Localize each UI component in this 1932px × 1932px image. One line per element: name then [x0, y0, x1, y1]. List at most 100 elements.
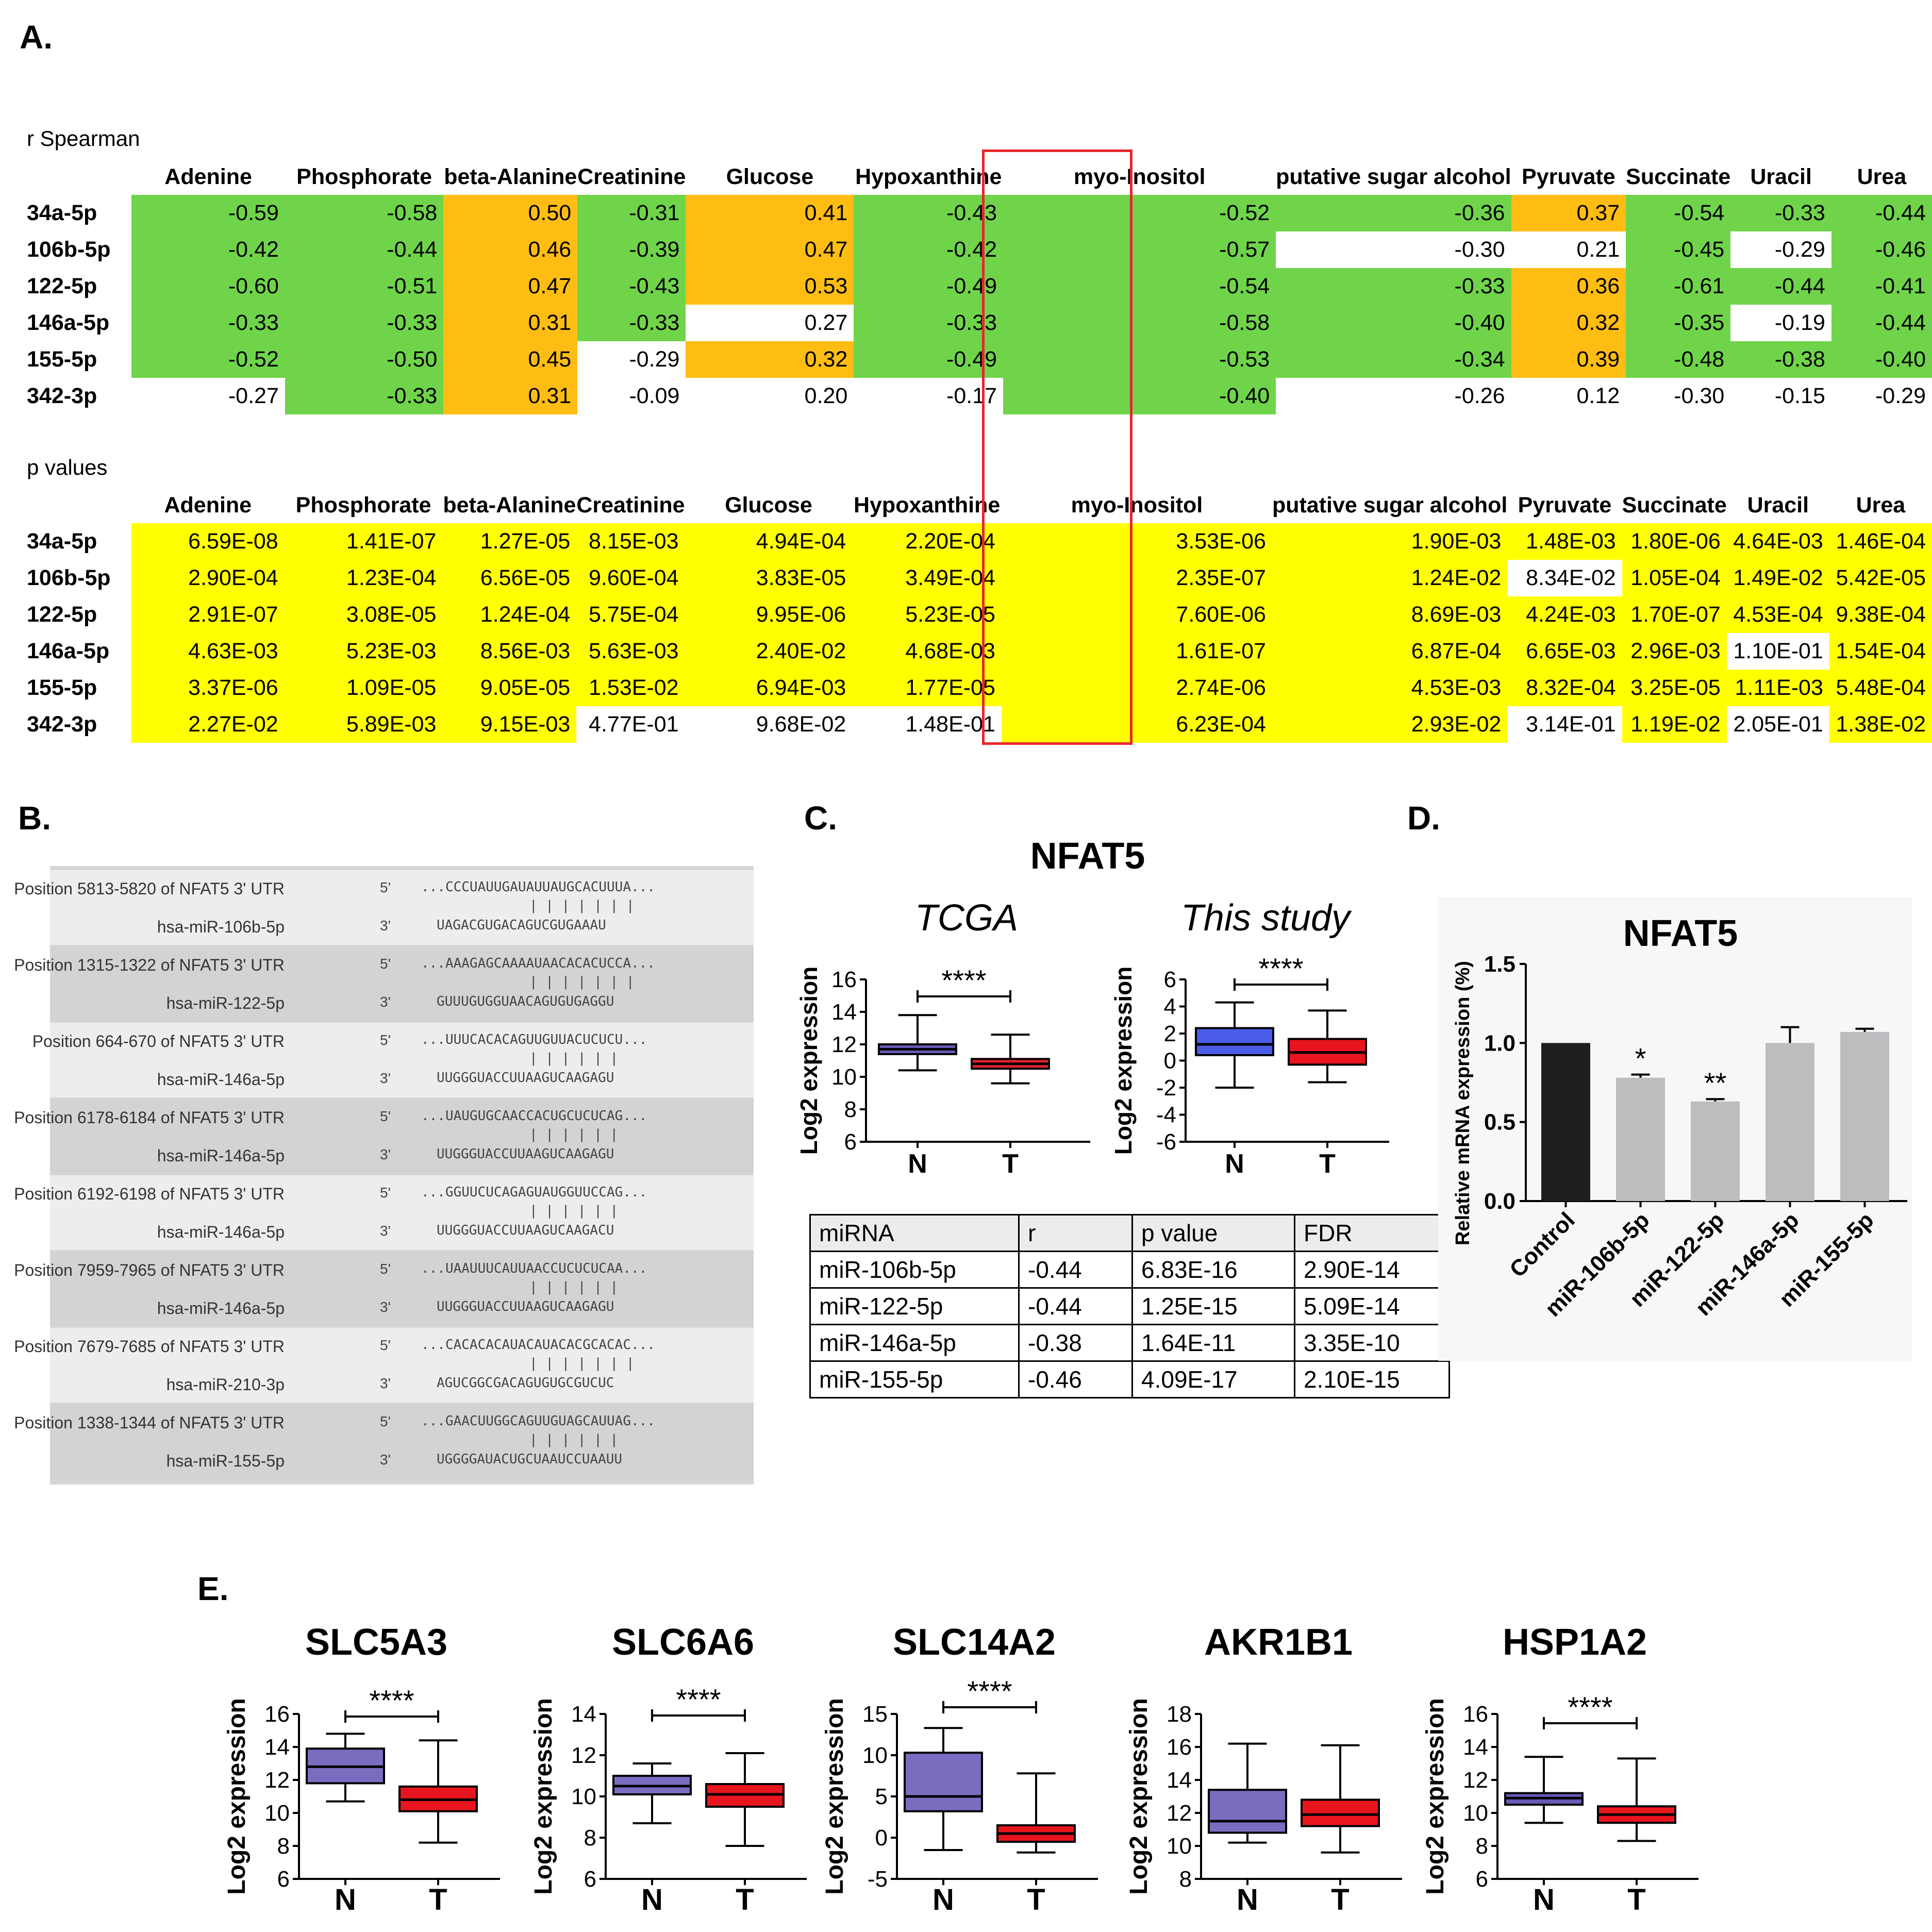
mirna-name: hsa-miR-146a-5p [157, 1223, 285, 1241]
correlation-stats-table: miRNA r p value FDR miR-106b-5p -0.44 6.83E-16… [809, 1214, 1450, 1398]
five-prime-label: 5' [380, 1032, 391, 1048]
value-cell: -0.33 [285, 305, 444, 341]
five-prime-label: 5' [380, 879, 391, 895]
five-prime-label: 5' [380, 1261, 391, 1277]
value-cell: 0.39 [1511, 341, 1626, 378]
value-cell: 9.38E-04 [1829, 596, 1932, 633]
column-header: myo-Inositol [1073, 164, 1206, 189]
value-cell: -0.54 [1626, 195, 1731, 231]
table-row: miR-122-5p -0.44 1.25E-15 5.09E-14 [809, 1287, 1450, 1325]
value-cell: 1.24E-04 [442, 596, 577, 633]
stat-cell: FDR [1294, 1214, 1450, 1252]
y-axis-label: Log2 expression [223, 1698, 251, 1894]
y-tick-label: 10 [264, 1801, 290, 1826]
table-row: 342-3p 2.27E-02 5.89E-03 9.15E-03 4.77E-01 9.… [22, 706, 1932, 743]
x-tick-label: T [429, 1883, 447, 1917]
stats-header-row: miRNA r p value FDR [809, 1214, 1450, 1252]
y-tick-label: 1.0 [1484, 1030, 1515, 1056]
stat-cell: 5.09E-14 [1294, 1287, 1450, 1325]
y-tick-label: 8 [1476, 1834, 1488, 1859]
value-cell: 9.68E-02 [685, 706, 853, 743]
x-tick-label: T [1331, 1883, 1349, 1917]
y-tick-label: 0 [1164, 1048, 1176, 1074]
value-cell: -0.33 [1276, 268, 1511, 305]
target-site-row: Position 7679-7685 of NFAT5 3' UTR 5' ...C… [14, 1328, 754, 1403]
position-label: Position 6192-6198 of NFAT5 3' UTR [14, 1185, 285, 1203]
value-cell: -0.42 [854, 231, 1004, 268]
three-prime-label: 3' [380, 1223, 391, 1239]
panel-c-title: NFAT5 [1030, 836, 1145, 877]
value-cell: -0.45 [1626, 231, 1731, 268]
value-cell: -0.46 [1831, 231, 1932, 268]
value-cell: 1.77E-05 [852, 670, 1002, 706]
value-cell: 8.15E-03 [576, 523, 685, 560]
value-cell: -0.44 [1831, 305, 1932, 341]
y-tick-label: 1.5 [1484, 952, 1515, 977]
column-header: Phosphorate [295, 492, 431, 518]
five-prime-label: 5' [380, 956, 391, 972]
y-tick-label: 4 [1164, 994, 1176, 1020]
value-cell: 1.46E-04 [1829, 523, 1932, 560]
utr-sequence: ...AAAGAGCAAAAUAACACACUCCA... [421, 956, 655, 971]
target-site-row: Position 664-670 of NFAT5 3' UTR 5' ...UUU… [32, 1023, 754, 1097]
value-cell: 1.70E-07 [1622, 596, 1727, 633]
y-tick-label: 14 [571, 1702, 596, 1727]
value-cell: -0.50 [285, 341, 444, 378]
box-t [1301, 1798, 1380, 1827]
stat-cell: 6.83E-16 [1131, 1251, 1295, 1289]
value-cell: 6.94E-03 [685, 670, 853, 706]
value-cell: 4.64E-03 [1726, 523, 1829, 560]
value-cell: 4.24E-03 [1507, 596, 1622, 633]
three-prime-label: 3' [380, 1146, 391, 1162]
y-tick-label: 6 [584, 1867, 596, 1892]
value-cell: -0.17 [854, 378, 1004, 414]
value-cell: 5.23E-05 [852, 596, 1002, 633]
five-prime-label: 5' [380, 1413, 391, 1429]
value-cell: -0.33 [854, 305, 1004, 341]
y-tick-label: 8 [277, 1834, 290, 1859]
mirna-name: hsa-miR-146a-5p [157, 1299, 285, 1318]
value-cell: -0.30 [1276, 231, 1511, 268]
row-label: 342-3p [27, 384, 97, 408]
significance-stars: ** [1704, 1067, 1727, 1099]
value-cell: -0.19 [1730, 305, 1831, 341]
value-cell: -0.29 [1831, 378, 1932, 414]
value-cell: -0.40 [1831, 341, 1932, 378]
target-site-row: Position 5813-5820 of NFAT5 3' UTR 5' ...C… [14, 870, 754, 945]
slc6a6-boxplot: SLC6A6 6 8 10 12 14 Log2 expression N T **** [530, 1624, 807, 1917]
three-prime-label: 3' [380, 918, 391, 934]
y-tick-label: 10 [571, 1784, 596, 1809]
p-values-label: p values [27, 455, 108, 479]
value-cell: 2.93E-02 [1272, 706, 1508, 743]
x-tick-label: N [1533, 1883, 1555, 1917]
chart-title: NFAT5 [1623, 913, 1738, 954]
significance-stars: **** [1258, 952, 1303, 985]
pairing-bars: | | | | | | | [529, 1356, 635, 1371]
mirna-name: hsa-miR-210-3p [166, 1375, 285, 1394]
mirna-name: hsa-miR-146a-5p [157, 1070, 285, 1089]
value-cell: 4.63E-03 [131, 633, 285, 670]
value-cell: 3.49E-04 [852, 560, 1002, 596]
value-cell: 0.47 [443, 268, 578, 305]
column-header: Uracil [1747, 492, 1809, 518]
value-cell: -0.33 [577, 305, 686, 341]
value-cell: -0.29 [577, 341, 686, 378]
bar-mir-106b-5p [1616, 1077, 1665, 1201]
table-row: 155-5p -0.52 -0.50 0.45 -0.29 0.32 -0.49 -0.53-… [22, 341, 1932, 378]
value-cell: 0.27 [686, 305, 854, 341]
y-tick-label: 14 [264, 1735, 290, 1760]
y-tick-label: 16 [831, 967, 857, 992]
stat-cell: miR-146a-5p [809, 1324, 1020, 1362]
row-label: 342-3p [27, 712, 97, 737]
value-cell: 9.60E-04 [576, 560, 685, 596]
y-tick-label: 15 [862, 1702, 888, 1727]
value-cell: 1.80E-06 [1622, 523, 1727, 560]
value-cell: 4.77E-01 [576, 706, 685, 743]
value-cell: -0.61 [1626, 268, 1731, 305]
panel-label-d: D. [1407, 800, 1440, 837]
stat-cell: r [1018, 1214, 1133, 1252]
row-label: 155-5p [27, 347, 97, 372]
three-prime-label: 3' [380, 1375, 391, 1391]
p-header-row: Adenine Phosphorate beta-Alanine Creatinine… [22, 487, 1932, 523]
row-label: 146a-5p [27, 639, 110, 663]
